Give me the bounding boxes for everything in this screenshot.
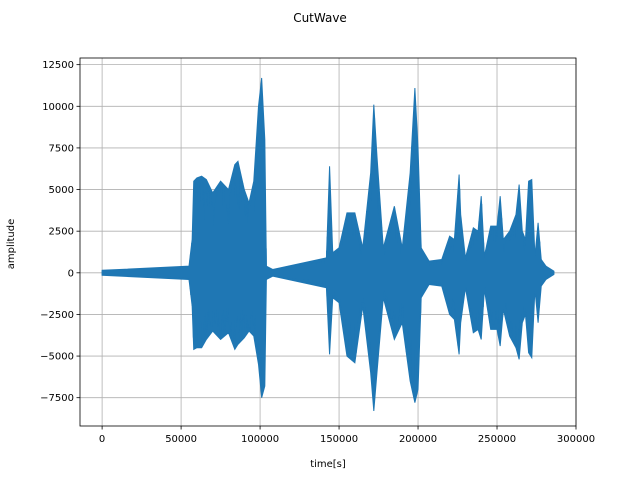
- y-axis-label: amplitude: [6, 219, 17, 270]
- y-tick-label: −7500: [40, 393, 74, 404]
- x-tick-label: 300000: [557, 434, 595, 445]
- x-axis-label: time[s]: [310, 459, 346, 470]
- y-tick-label: 7500: [49, 143, 74, 154]
- axis-ticks: 0 50000 100000 150000 200000 250000 300000−750…: [40, 60, 595, 445]
- chart-title: CutWave: [293, 11, 347, 25]
- x-tick-label: 150000: [320, 434, 358, 445]
- y-tick-label: 12500: [42, 60, 74, 71]
- y-tick-label: −5000: [40, 352, 74, 363]
- y-tick-label: 2500: [49, 227, 74, 238]
- x-tick-label: 50000: [165, 434, 197, 445]
- y-tick-label: −2500: [40, 310, 74, 321]
- x-tick-label: 100000: [241, 434, 279, 445]
- y-tick-label: 5000: [49, 185, 74, 196]
- y-tick-label: 0: [68, 268, 74, 279]
- axes-frame: [79, 57, 577, 427]
- y-tick-label: 10000: [42, 102, 74, 113]
- waveform-line: [101, 105, 555, 389]
- plot-area: [101, 77, 555, 412]
- x-tick-label: 0: [99, 434, 105, 445]
- x-tick-label: 200000: [399, 434, 437, 445]
- x-tick-label: 250000: [478, 434, 516, 445]
